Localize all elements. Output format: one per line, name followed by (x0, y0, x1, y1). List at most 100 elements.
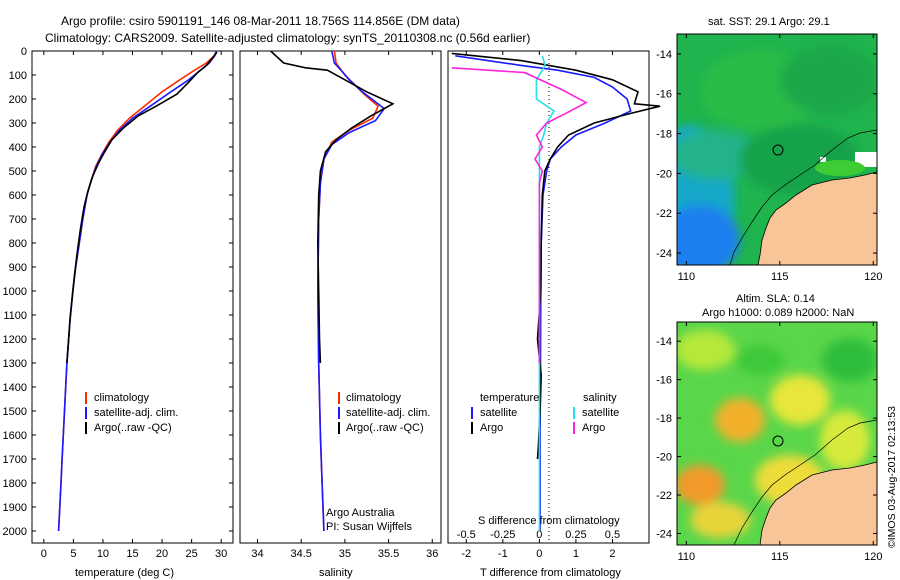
difference-t-tick-label: 0 (536, 548, 542, 560)
depth-tick-label: 900 (9, 262, 27, 274)
legend-label-s-argo: Argo (582, 422, 605, 434)
sst-map-title: sat. SST: 29.1 Argo: 29.1 (708, 16, 830, 28)
sla-map-title-2: Argo h1000: 0.089 h2000: NaN (702, 307, 854, 319)
temperature-axes-frame (31, 50, 234, 544)
difference-t-tick-label: -1 (498, 548, 508, 560)
salinity-legend: climatology satellite-adj. clim. Argo(..… (338, 392, 430, 434)
temperature-satellite-adj-clim-line (57, 50, 218, 532)
temperature-legend: climatology satellite-adj. clim. Argo(..… (85, 392, 178, 434)
depth-tick-label: 1500 (3, 406, 27, 418)
sst-field (677, 34, 877, 265)
sla-map-panel: Altim. SLA: 0.14 Argo h1000: 0.089 h2000… (656, 293, 882, 563)
difference-s-tick-label: 0.25 (565, 529, 586, 541)
sst-land (758, 172, 877, 265)
legend-label-climatology: climatology (346, 392, 402, 404)
difference-axes-frame (447, 50, 650, 544)
legend-label-climatology: climatology (94, 392, 150, 404)
sla-land (760, 462, 877, 545)
depth-tick-label: 1400 (3, 382, 27, 394)
map-x-tick-label: 115 (771, 551, 789, 563)
temperature-series (57, 50, 218, 532)
temperature-xlabel: temperature (deg C) (75, 567, 174, 579)
title-line-2: Climatology: CARS2009. Satellite-adjuste… (45, 31, 530, 45)
salinity-x-axis: 34 34.5 35 35.5 36 (251, 51, 438, 560)
depth-tick-label: 1300 (3, 358, 27, 370)
difference-panel: -2 -1 0 1 2 -0.5 -0.25 0 0.25 0.5 S difference fr… (447, 50, 661, 579)
map-y-tick-label: -24 (656, 528, 672, 540)
map-y-tick-label: -16 (656, 89, 672, 101)
depth-tick-label: 1800 (3, 478, 27, 490)
temperature-x-tick-label: 5 (70, 548, 76, 560)
temperature-x-axis: 0 5 10 15 20 25 30 (41, 51, 227, 560)
temperature-x-tick-label: 30 (215, 548, 227, 560)
map-y-tick-label: -24 (656, 248, 672, 260)
sla-map-axes: 110 115 120 -14 -16 -18 -20 -22 -24 (656, 322, 882, 563)
temperature-panel: 0100200300400500600700800900100011001200… (3, 46, 649, 579)
difference-s-tick-label: 0.5 (605, 529, 620, 541)
salinity-x-tick-label: 35.5 (378, 548, 399, 560)
difference-t-tick-label: -2 (461, 548, 471, 560)
difference-series (451, 52, 661, 531)
depth-tick-label: 1100 (3, 310, 27, 322)
depth-tick-label: 800 (9, 238, 27, 250)
sla-map-title-1: Altim. SLA: 0.14 (736, 293, 815, 305)
sst-argo-marker (772, 144, 784, 156)
map-x-tick-label: 110 (678, 271, 696, 283)
difference-legend: temperature salinity satellite Argo sate… (471, 392, 619, 434)
depth-tick-label: 300 (9, 118, 27, 130)
sla-map-frame (676, 321, 878, 546)
map-y-tick-label: -20 (656, 168, 672, 180)
difference-s-tick-label: 0 (536, 529, 542, 541)
depth-tick-label: 1600 (3, 430, 27, 442)
map-y-tick-label: -22 (656, 490, 672, 502)
map-y-tick-label: -14 (656, 336, 672, 348)
map-y-tick-label: -16 (656, 375, 672, 387)
legend-label-satellite: satellite-adj. clim. (94, 407, 178, 419)
depth-tick-label: 700 (9, 214, 27, 226)
salinity-xlabel: salinity (319, 567, 353, 579)
annotation-argo-australia: Argo Australia (326, 507, 395, 519)
map-x-tick-label: 110 (678, 551, 696, 563)
map-x-tick-label: 120 (864, 551, 882, 563)
difference-s-tick-label: -0.5 (457, 529, 476, 541)
legend-label-satellite: satellite-adj. clim. (346, 407, 430, 419)
sla-argo-marker (772, 435, 784, 447)
sst-map-axes: 110 115 120 -14 -16 -18 -20 -22 -24 (656, 34, 882, 283)
map-x-tick-label: 120 (864, 271, 882, 283)
depth-tick-label: 500 (9, 166, 27, 178)
depth-tick-label: 400 (9, 142, 27, 154)
imos-timestamp: ©IMOS 03-Aug-2017 02:13:53 (886, 406, 898, 548)
s-difference-label: S difference from climatology (478, 515, 620, 527)
depth-tick-label: 1700 (3, 454, 27, 466)
sst-map-frame (676, 33, 878, 266)
depth-tick-label: 1900 (3, 502, 27, 514)
map-y-tick-label: -18 (656, 413, 672, 425)
legend-label-s-satellite: satellite (582, 407, 619, 419)
depth-tick-label: 1000 (3, 286, 27, 298)
difference-s-tick-label: -0.25 (490, 529, 515, 541)
map-y-tick-label: -14 (656, 49, 672, 61)
depth-tick-label: 0 (21, 46, 27, 58)
sst-map-panel: sat. SST: 29.1 Argo: 29.1 110 115 120 -14 -1… (656, 16, 882, 283)
depth-tick-label: 1200 (3, 334, 27, 346)
salinity-x-tick-label: 34 (251, 548, 263, 560)
depth-tick-label: 200 (9, 94, 27, 106)
temperature-x-tick-label: 20 (156, 548, 168, 560)
sst-contour-line (729, 129, 877, 265)
salinity-axes-frame (239, 50, 442, 544)
salinity-panel: 34 34.5 35 35.5 36 salinity climatology sate… (239, 50, 442, 579)
sla-field (677, 322, 877, 545)
sla-contour-line (733, 419, 877, 545)
legend-title-salinity: salinity (583, 392, 617, 404)
salinity-x-tick-label: 35 (339, 548, 351, 560)
temperature-x-tick-label: 15 (126, 548, 138, 560)
difference-t-tick-label: 1 (573, 548, 579, 560)
legend-label-argo: Argo(..raw -QC) (346, 422, 424, 434)
legend-label-t-argo: Argo (480, 422, 503, 434)
map-x-tick-label: 115 (771, 271, 789, 283)
temperature-x-tick-label: 0 (41, 548, 47, 560)
salinity-argo-raw-qc-line (270, 50, 395, 364)
depth-tick-label: 600 (9, 190, 27, 202)
temperature-x-tick-label: 25 (185, 548, 197, 560)
